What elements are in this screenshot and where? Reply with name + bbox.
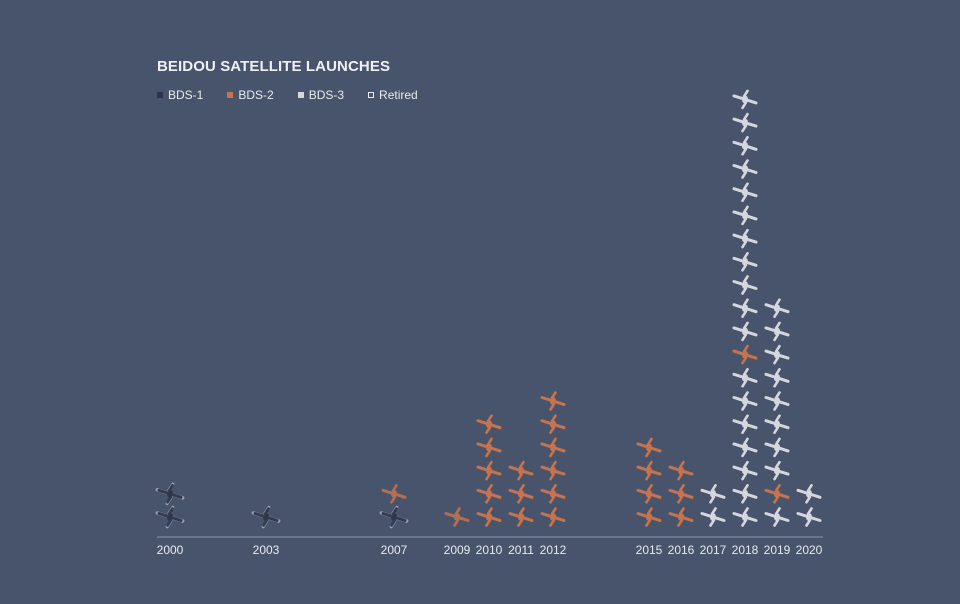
satellite-icon	[764, 483, 790, 504]
satellite-icon	[796, 483, 822, 504]
satellite-icon	[381, 483, 407, 504]
satellite-icon	[732, 437, 758, 458]
satellite-icon	[540, 414, 566, 435]
satellite-icon	[732, 344, 758, 365]
satellite-icon	[540, 483, 566, 504]
satellite-icon	[540, 391, 566, 411]
satellite-icon	[732, 228, 758, 249]
legend-label-retired: Retired	[379, 88, 418, 102]
satellite-icon	[700, 483, 726, 504]
satellite-icon	[764, 507, 790, 527]
satellite-icon	[732, 483, 758, 504]
satellite-icon	[732, 205, 758, 226]
satellite-icon	[764, 437, 790, 458]
satellite-icon	[476, 414, 502, 435]
legend-item-bds2: BDS-2	[227, 88, 274, 102]
satellite-icon	[764, 367, 790, 388]
satellite-icon	[668, 483, 694, 504]
satellite-icon	[796, 507, 822, 527]
satellite-icon	[668, 460, 694, 481]
satellite-icon	[444, 507, 470, 527]
legend-item-bds1: BDS-1	[157, 88, 203, 102]
satellite-icon	[764, 414, 790, 435]
satellite-icon	[253, 507, 279, 527]
satellite-icon	[476, 437, 502, 458]
x-tick-label: 2016	[668, 543, 695, 557]
legend-swatch-retired	[368, 92, 375, 98]
legend-item-retired: Retired	[368, 88, 418, 102]
x-tick-label: 2011	[508, 543, 534, 557]
legend-swatch-bds3	[297, 92, 304, 98]
satellite-icon	[732, 89, 758, 110]
satellite-icon	[764, 321, 790, 342]
legend-label-bds1: BDS-1	[168, 88, 204, 102]
satellite-icon	[636, 483, 662, 504]
x-tick-label: 2009	[444, 543, 471, 557]
satellite-icon	[540, 507, 566, 527]
satellite-icon	[732, 251, 758, 272]
satellite-icon	[476, 483, 502, 504]
satellite-icon	[636, 460, 662, 481]
satellite-icon	[732, 414, 758, 435]
x-tick-label: 2003	[253, 543, 280, 557]
x-tick-label: 2017	[700, 543, 727, 557]
satellite-icon	[540, 437, 566, 458]
satellite-icon	[764, 344, 790, 365]
legend: BDS-1 BDS-2 BDS-3 Retired	[157, 88, 442, 102]
legend-swatch-bds2	[227, 92, 234, 98]
satellite-icon	[540, 460, 566, 481]
satellite-icon	[732, 507, 758, 527]
satellite-icon	[764, 460, 790, 481]
satellite-icon	[764, 298, 790, 319]
satellite-icon	[732, 321, 758, 342]
x-tick-label: 2007	[381, 543, 408, 557]
satellite-icon	[157, 507, 183, 527]
x-tick-label: 2020	[796, 543, 823, 557]
satellite-icon	[732, 367, 758, 388]
satellite-icon	[732, 275, 758, 295]
satellite-icon	[732, 298, 758, 319]
legend-label-bds2: BDS-2	[238, 88, 274, 102]
satellite-icon	[476, 507, 502, 527]
x-tick-label: 2015	[636, 543, 663, 557]
legend-swatch-bds1	[157, 92, 163, 98]
satellite-icon	[732, 159, 758, 179]
legend-item-bds3: BDS-3	[297, 88, 345, 102]
satellite-icon	[381, 507, 407, 527]
legend-label-bds3: BDS-3	[308, 88, 345, 102]
chart-title: BEIDOU SATELLITE LAUNCHES	[157, 58, 391, 75]
x-tick-label: 2019	[764, 543, 791, 557]
satellite-icon	[732, 182, 758, 203]
satellite-icon	[732, 460, 758, 481]
x-tick-label: 2018	[732, 543, 759, 557]
x-tick-label: 2000	[157, 543, 184, 557]
satellite-icon	[476, 460, 502, 481]
satellite-icon	[732, 112, 758, 133]
satellite-icon	[157, 483, 183, 504]
x-tick-label: 2012	[540, 543, 567, 557]
satellite-icon	[508, 507, 534, 527]
satellite-icon	[508, 483, 534, 504]
satellite-icon	[636, 437, 662, 458]
satellite-icon	[700, 507, 726, 527]
satellite-icon	[508, 460, 534, 481]
satellite-icon	[732, 391, 758, 411]
x-tick-label: 2010	[476, 543, 503, 557]
satellite-icon	[764, 391, 790, 411]
satellite-icon	[636, 507, 662, 527]
satellite-icon	[732, 135, 758, 156]
satellite-icon	[668, 507, 694, 527]
